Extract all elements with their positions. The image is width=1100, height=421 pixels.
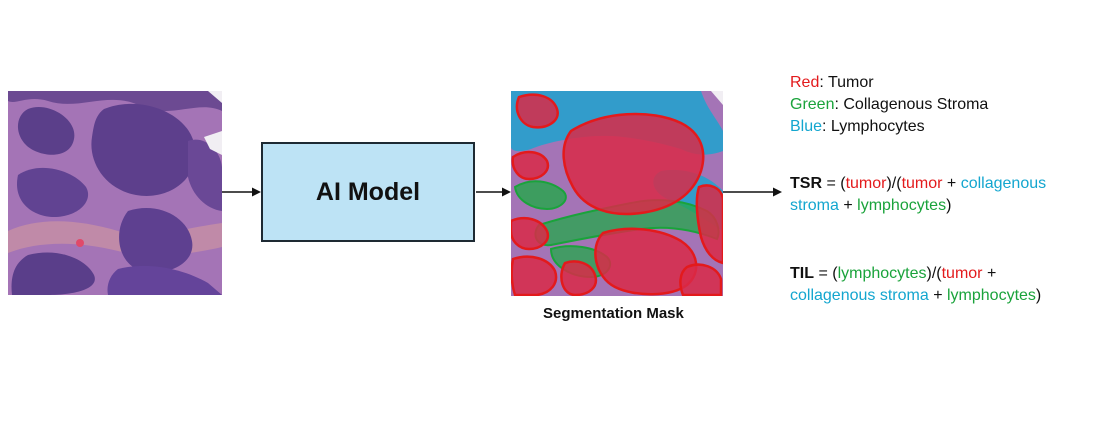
ai-model-box: AI Model [261, 142, 475, 242]
til-divider: )/( [926, 265, 942, 282]
tsr-formula: TSR = (tumor)/(tumor + collagenous strom… [790, 173, 1046, 217]
legend-color-name: Blue [790, 118, 823, 135]
legend-item-stroma: Green: Collagenous Stroma [790, 96, 989, 113]
legend-color-name: Red [790, 74, 820, 91]
ai-model-label: AI Model [315, 177, 421, 206]
legend-meaning: Collagenous Stroma [843, 96, 989, 113]
til-name: TIL [790, 265, 814, 282]
legend-item-tumor: Red: Tumor [790, 74, 874, 91]
til-formula-line1: TIL = (lymphocytes)/(tumor + [790, 263, 1041, 285]
tsr-formula-line1: TSR = (tumor)/(tumor + collagenous [790, 173, 1046, 195]
til-equals: = [814, 265, 833, 282]
arrow-to-formulas [723, 187, 782, 197]
til-plus: + [982, 265, 997, 282]
tsr-plus: + [942, 175, 961, 192]
til-plus: + [928, 287, 947, 304]
tsr-divider: )/( [886, 175, 902, 192]
til-formula: TIL = (lymphocytes)/(tumor + collagenous… [790, 263, 1041, 307]
segmentation-mask-caption: Segmentation Mask [543, 305, 684, 322]
segmentation-mask-image [511, 91, 723, 296]
tsr-equals: = [822, 175, 841, 192]
til-numerator-lymphocytes: lymphocytes [837, 265, 927, 282]
tsr-name: TSR [790, 175, 822, 192]
til-collagenous-stroma: collagenous stroma [790, 287, 929, 304]
til-close: ) [1035, 287, 1042, 304]
tsr-collagenous: collagenous [960, 175, 1047, 192]
tsr-numerator-tumor: tumor [845, 175, 887, 192]
legend-meaning: Lymphocytes [830, 118, 925, 135]
tsr-formula-line2: stroma + lymphocytes) [790, 195, 1046, 217]
legend-item-lymphocytes: Blue: Lymphocytes [790, 118, 925, 135]
legend-meaning: Tumor [827, 74, 874, 91]
til-open: ( [832, 265, 838, 282]
legend-color-name: Green [790, 96, 835, 113]
tsr-denominator-tumor: tumor [901, 175, 943, 192]
arrow-to-mask [476, 187, 511, 197]
tsr-stroma: stroma [790, 197, 839, 214]
histology-input-image [8, 91, 222, 295]
tsr-open: ( [840, 175, 846, 192]
arrow-to-model [222, 187, 261, 197]
til-denominator-lymphocytes: lymphocytes [946, 287, 1036, 304]
til-denominator-tumor: tumor [941, 265, 983, 282]
tsr-plus: + [838, 197, 858, 214]
color-legend: Red: Tumor Green: Collagenous Stroma Blu… [790, 72, 988, 138]
tsr-lymphocytes: lymphocytes [857, 197, 947, 214]
tsr-close: ) [946, 197, 952, 214]
til-formula-line2: collagenous stroma + lymphocytes) [790, 285, 1041, 307]
